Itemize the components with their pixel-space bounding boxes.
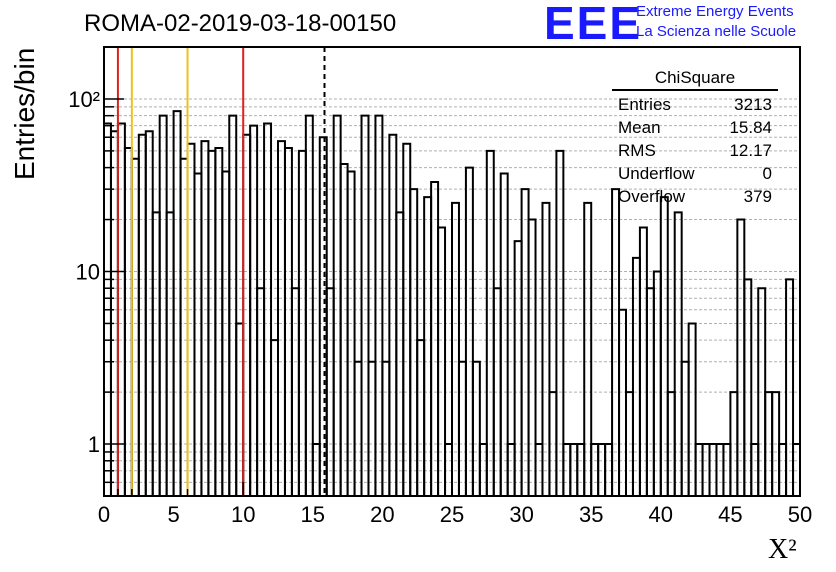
x-tick-label: 30: [509, 502, 533, 527]
y-tick-label: 10: [76, 260, 100, 285]
histogram-bin: [430, 181, 440, 496]
histogram-bin: [263, 122, 273, 496]
stat-row-entries: Entries 3213: [612, 93, 778, 116]
histogram-bin: [200, 140, 210, 496]
stat-row-rms: RMS 12.17: [612, 139, 778, 162]
histogram-bin: [687, 322, 697, 496]
histogram-bin: [499, 172, 509, 496]
histogram-bin: [158, 114, 168, 496]
histogram-bin: [673, 211, 683, 496]
histogram-bin: [109, 130, 119, 496]
histogram-bin: [151, 211, 161, 496]
histogram-bin: [277, 140, 286, 496]
histogram-bin: [611, 188, 621, 496]
x-axis-label: X²: [768, 534, 797, 565]
histogram-bin: [527, 218, 537, 496]
x-tick-label: 35: [579, 502, 603, 527]
x-tick-label: 50: [788, 502, 812, 527]
eee-logo: EEE: [544, 0, 643, 49]
histogram-bin: [736, 218, 746, 496]
stat-label: Mean: [618, 118, 661, 137]
stat-label: RMS: [618, 141, 656, 160]
histogram-bin: [416, 339, 426, 496]
stat-row-underflow: Underflow 0: [612, 162, 778, 185]
stat-label: Overflow: [618, 187, 686, 206]
histogram-bin: [249, 124, 259, 496]
stats-title: ChiSquare: [612, 68, 778, 91]
histogram-bin: [165, 211, 175, 496]
histogram-bin: [381, 360, 391, 496]
x-tick-label: 45: [718, 502, 742, 527]
stat-value: 0: [762, 164, 772, 183]
histogram-bin: [457, 360, 467, 496]
histogram-bin: [353, 360, 363, 496]
histogram-bin: [228, 114, 238, 496]
histogram-bin: [437, 226, 447, 496]
x-tick-label: 20: [370, 502, 394, 527]
histogram-bars: [103, 110, 801, 496]
histogram-bin: [743, 278, 753, 496]
x-tick-label: 10: [231, 502, 255, 527]
histogram-bin: [402, 142, 412, 496]
histogram-bin: [583, 201, 593, 496]
axes: [103, 46, 801, 497]
stat-row-overflow: Overflow 379: [612, 185, 778, 208]
histogram-bin: [451, 201, 460, 496]
histogram-bin: [339, 162, 349, 496]
stat-label: Underflow: [618, 164, 695, 183]
histogram-bin: [270, 339, 279, 496]
histogram-bin: [618, 308, 627, 496]
stat-value: 15.84: [729, 118, 772, 137]
stats-box: ChiSquare Entries 3213 Mean 15.84 RMS 12…: [612, 68, 778, 208]
logo-tagline-2: La Scienza nelle Scuole: [636, 23, 797, 40]
x-tick-label: 0: [98, 502, 110, 527]
histogram-bin: [304, 114, 314, 496]
histogram-bin: [221, 170, 231, 496]
histogram-bin: [652, 270, 662, 496]
y-tick-labels: 1 10 10²: [68, 87, 100, 457]
histogram-bin: [785, 278, 795, 496]
stat-row-mean: Mean 15.84: [612, 116, 778, 139]
histogram-bin: [179, 157, 189, 496]
stat-value: 3213: [734, 95, 772, 114]
x-tick-labels: 0 5 10 15 20 25 30 35 40 45 50: [98, 502, 812, 527]
histogram-bin: [332, 114, 342, 496]
histogram-bin: [360, 114, 370, 496]
histogram-bin: [395, 211, 405, 496]
histogram-bin: [659, 196, 669, 496]
x-tick-label: 5: [167, 502, 179, 527]
histogram-bin: [471, 360, 481, 496]
histogram-bin: [631, 256, 641, 496]
run-title: ROMA-02-2019-03-18-00150: [84, 10, 397, 37]
histogram-bin: [318, 136, 328, 496]
stat-label: Entries: [618, 95, 671, 114]
logo-tagline-1: Extreme Energy Events: [636, 3, 794, 20]
histogram-bin: [423, 196, 433, 496]
histogram-bin: [409, 188, 419, 496]
stat-value: 379: [743, 187, 772, 206]
histogram-bin: [172, 110, 182, 496]
histogram-bin: [130, 157, 140, 496]
histogram-bin: [346, 170, 356, 496]
histogram-bin: [464, 166, 474, 496]
histogram-bin: [235, 322, 245, 496]
histogram-bin: [186, 142, 196, 496]
histogram-bin: [374, 114, 384, 496]
histogram-bin: [555, 149, 565, 496]
x-tick-label: 40: [649, 502, 673, 527]
x-tick-label: 15: [301, 502, 325, 527]
histogram-bin: [680, 360, 690, 496]
y-tick-label: 1: [88, 432, 100, 457]
histogram-bin: [520, 188, 530, 496]
histogram-bin: [541, 201, 551, 496]
histogram-bin: [367, 360, 377, 496]
y-tick-label: 10²: [68, 87, 100, 112]
x-tick-label: 25: [440, 502, 464, 527]
histogram-bin: [144, 130, 154, 496]
histogram-bin: [193, 172, 203, 496]
stat-value: 12.17: [729, 141, 772, 160]
y-axis-label: Entries/bin: [9, 47, 40, 180]
